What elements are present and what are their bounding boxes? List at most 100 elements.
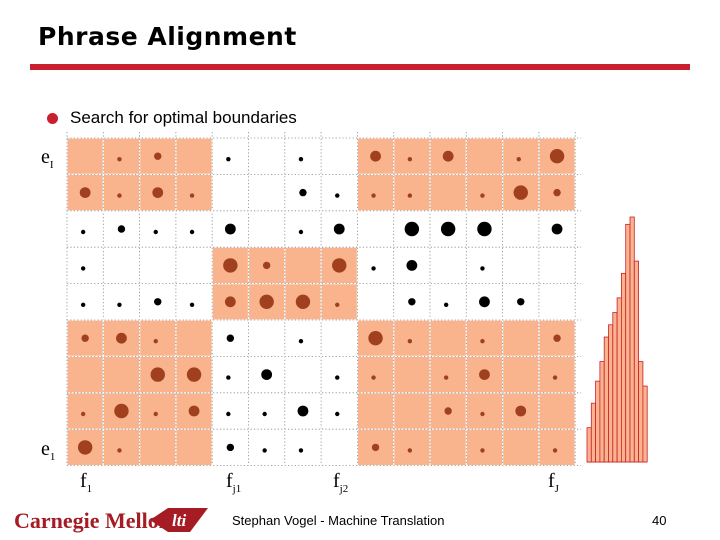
alignment-point (117, 225, 126, 233)
alignment-point (407, 448, 413, 453)
alignment-point (368, 331, 383, 346)
alignment-point (553, 188, 561, 197)
histogram-bar (599, 361, 605, 463)
alignment-point (154, 152, 162, 160)
alignment-point (440, 221, 456, 237)
alignment-point (298, 157, 304, 162)
alignment-point (407, 339, 413, 344)
title-underline (30, 64, 690, 70)
alignment-point (335, 193, 340, 198)
alignment-point (189, 302, 195, 307)
histogram-bar (590, 402, 596, 463)
alignment-point (117, 157, 122, 162)
alignment-point (224, 223, 236, 235)
alignment-point (188, 405, 200, 417)
alignment-point (298, 448, 304, 453)
histogram-bar (595, 380, 601, 463)
svg-text:lti: lti (172, 511, 186, 530)
alignment-point (480, 339, 485, 344)
alignment-point (80, 302, 86, 307)
alignment-point (226, 375, 231, 380)
alignment-point (443, 302, 449, 307)
bullet-item: Search for optimal boundaries (47, 108, 297, 128)
histogram-bar (586, 427, 592, 463)
slide-title: Phrase Alignment (38, 22, 297, 51)
page-number: 40 (652, 513, 667, 528)
alignment-point (262, 448, 267, 453)
alignment-point (444, 407, 452, 415)
alignment-point (443, 375, 449, 380)
alignment-point (186, 367, 202, 382)
x-label-fJ: fJ (548, 470, 559, 495)
alignment-point (80, 266, 86, 271)
alignment-point (153, 229, 158, 235)
alignment-point (442, 150, 454, 162)
alignment-point (261, 369, 273, 380)
histogram-bar (608, 324, 614, 463)
brand-wordmark: Carnegie Mellon (14, 508, 172, 533)
alignment-point (549, 149, 565, 164)
alignment-point (150, 367, 165, 382)
alignment-point (480, 448, 485, 453)
alignment-point (371, 266, 376, 271)
alignment-point (79, 187, 91, 199)
alignment-point (332, 258, 347, 273)
histogram-bar (625, 223, 631, 463)
alignment-point (553, 334, 561, 342)
alignment-point (297, 405, 309, 417)
alignment-point (80, 411, 86, 417)
histogram-bar (629, 216, 635, 463)
alignment-point (226, 411, 231, 417)
x-label-f1: f1 (80, 470, 93, 495)
alignment-point (117, 302, 122, 307)
alignment-point (480, 193, 485, 198)
alignment-point (335, 375, 340, 380)
alignment-point (223, 258, 238, 273)
y-label-top: eI (41, 146, 54, 171)
alignment-point (552, 448, 558, 453)
alignment-point (224, 296, 236, 308)
alignment-point (516, 157, 521, 162)
alignment-point (189, 229, 195, 235)
alignment-point (153, 339, 158, 344)
histogram-bar (621, 272, 627, 463)
alignment-point (404, 221, 420, 237)
alignment-point (407, 193, 413, 198)
alignment-point (515, 405, 527, 417)
alignment-point (77, 440, 93, 455)
alignment-point (551, 223, 563, 235)
bullet-text: Search for optimal boundaries (70, 108, 297, 127)
alignment-point (226, 157, 231, 162)
alignment-point (262, 411, 267, 417)
histogram-bar (616, 297, 622, 463)
footer-author: Stephan Vogel - Machine Translation (232, 513, 445, 528)
alignment-point (117, 193, 122, 198)
histogram-bar (633, 260, 639, 463)
alignment-point (371, 443, 380, 452)
alignment-point (371, 193, 376, 198)
alignment-point (116, 332, 127, 344)
alignment-point (298, 339, 304, 344)
alignment-point (81, 334, 89, 342)
y-label-bottom: e1 (41, 438, 56, 463)
bullet-icon (47, 112, 58, 124)
alignment-point (80, 229, 86, 235)
histogram-bar (603, 336, 609, 463)
alignment-point (154, 298, 162, 306)
alignment-point (333, 223, 345, 235)
alignment-point (189, 193, 195, 198)
alignment-point (408, 298, 416, 306)
alignment-point (114, 403, 129, 419)
alignment-point (480, 266, 485, 271)
alignment-point (407, 157, 413, 162)
alignment-point (298, 229, 304, 235)
alignment-point (335, 302, 340, 307)
alignment-point (517, 298, 525, 306)
alignment-point (152, 187, 164, 199)
histogram-bar (638, 361, 644, 463)
histogram-bar (612, 312, 618, 463)
alignment-point (552, 375, 558, 380)
alignment-point (153, 411, 158, 417)
